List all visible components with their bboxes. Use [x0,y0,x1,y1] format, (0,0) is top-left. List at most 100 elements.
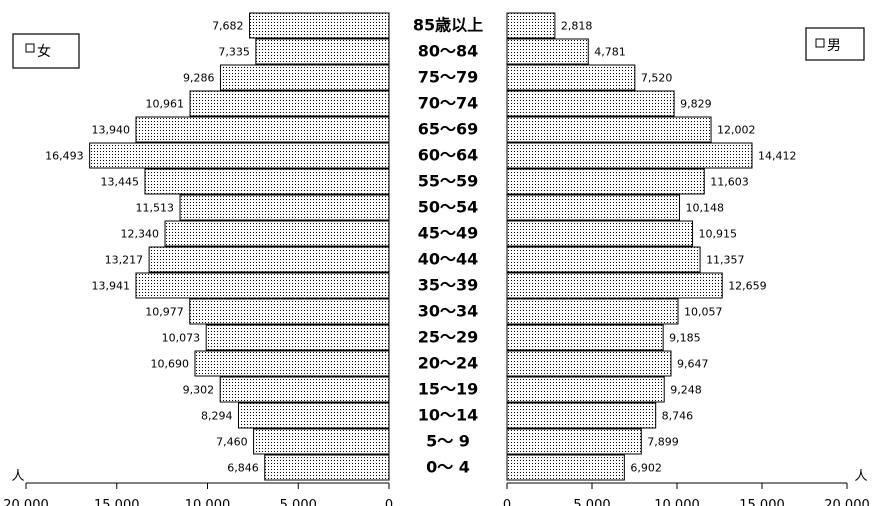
female-value-label: 10,690 [150,358,189,371]
female-value-label: 13,941 [91,280,130,293]
female-bar [189,90,390,117]
male-value-label: 7,899 [647,436,679,449]
female-value-label: 12,340 [121,228,160,241]
female-bar [194,350,390,377]
female-bar [189,298,390,325]
axes: 0 0 5,000 5,000 10,000 10,000 15,000 15,000 20,0… [3,469,870,506]
male-bar [506,220,694,247]
female-axis-tick-label: 0 [385,498,393,506]
age-group-label: 15～19 [418,380,479,399]
male-bar [506,116,712,143]
female-bar [255,38,390,65]
female-value-label: 9,286 [183,72,215,85]
female-bar [148,246,390,273]
female-bar [164,220,390,247]
female-value-label: 13,217 [105,254,144,267]
male-bar [506,376,665,403]
male-value-label: 11,603 [710,176,749,189]
female-bar [264,454,390,481]
male-bar [506,324,664,351]
male-bar [506,194,681,221]
male-bar [506,350,672,377]
male-axis-tick-label: 20,000 [824,498,870,506]
age-group-label: 45～49 [418,224,479,243]
age-group-label: 0～ 4 [426,458,470,477]
female-value-label: 7,460 [216,436,248,449]
male-value-label: 14,412 [758,150,797,163]
female-value-label: 11,513 [136,202,175,215]
male-value-label: 10,915 [699,228,738,241]
male-axis-tick-label: 10,000 [654,498,700,506]
female-axis-tick-label: 10,000 [185,498,231,506]
male-bar [506,272,723,299]
female-value-label: 9,302 [183,384,215,397]
male-bar [506,428,642,455]
age-group-label: 30～34 [418,302,479,321]
female-value-label: 8,294 [201,410,233,423]
male-bar [506,168,705,195]
male-bar [506,142,753,169]
female-axis-tick-label: 20,000 [3,498,49,506]
age-group-label: 40～44 [418,250,479,269]
male-bar [506,38,589,65]
male-bar [506,64,636,91]
female-axis-tick-label: 5,000 [280,498,317,506]
female-value-label: 7,335 [218,46,250,59]
female-unit-label: 人 [11,469,24,484]
male-axis-tick-label: 0 [503,498,511,506]
female-axis-tick-label: 15,000 [94,498,140,506]
male-value-label: 8,746 [662,410,694,423]
male-bar [506,298,679,325]
male-value-label: 9,248 [670,384,702,397]
male-value-label: 2,818 [561,20,593,33]
age-group-label: 70～74 [418,94,479,113]
female-value-label: 16,493 [45,150,84,163]
female-value-label: 6,846 [227,462,259,475]
female-bar [135,116,390,143]
male-value-label: 4,781 [594,46,626,59]
female-value-label: 10,073 [162,332,201,345]
age-group-label: 75～79 [418,68,479,87]
male-value-label: 10,148 [686,202,725,215]
male-bar [506,402,657,429]
age-group-label: 85歳以上 [413,16,483,35]
female-bar [249,12,390,39]
male-value-label: 12,659 [728,280,767,293]
female-bar [237,402,390,429]
female-bar [144,168,390,195]
male-axis-tick-label: 15,000 [739,498,785,506]
male-bar [506,454,625,481]
age-group-label: 55～59 [418,172,479,191]
female-value-label: 10,961 [146,98,185,111]
male-bar [506,246,701,273]
female-bar [253,428,390,455]
male-value-label: 12,002 [717,124,756,137]
female-value-label: 10,977 [145,306,184,319]
male-value-label: 11,357 [706,254,745,267]
male-value-label: 10,057 [684,306,723,319]
female-bar [135,272,390,299]
male-bar [506,12,556,39]
male-unit-label: 人 [854,469,867,484]
age-group-label: 20～24 [418,354,479,373]
male-value-label: 9,647 [677,358,709,371]
female-bar [205,324,390,351]
age-group-label: 65～69 [418,120,479,139]
age-group-label: 25～29 [418,328,479,347]
legend-male: 男 [805,27,865,61]
male-value-label: 6,902 [630,462,662,475]
male-value-label: 7,520 [641,72,673,85]
male-value-label: 9,829 [680,98,712,111]
female-value-label: 13,445 [100,176,139,189]
age-group-label: 80～84 [418,42,479,61]
age-group-label: 35～39 [418,276,479,295]
male-axis-tick-label: 5,000 [573,498,610,506]
female-bar [179,194,390,221]
male-value-label: 9,185 [669,332,701,345]
legend-male-label: 男 [827,38,841,54]
age-group-label: 10～14 [418,406,479,425]
female-bar [219,376,390,403]
female-bar [89,142,390,169]
